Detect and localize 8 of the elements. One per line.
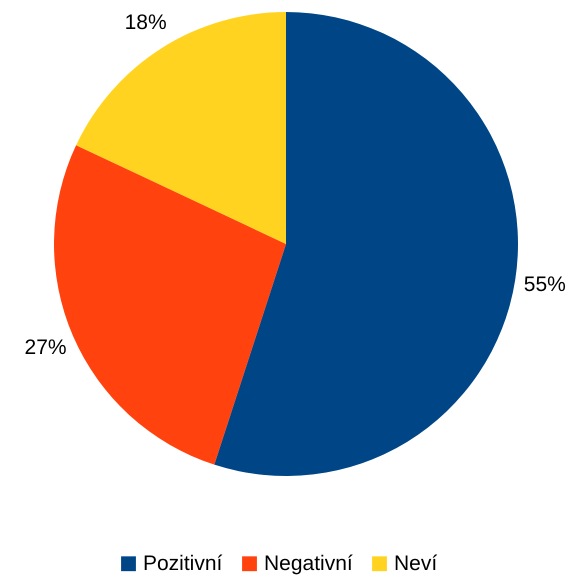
data-label: 18% [124,10,167,34]
data-label: 55% [524,272,566,296]
legend-label: Negativní [264,552,353,575]
legend-label: Neví [394,552,438,575]
pie-slice [76,12,286,244]
legend-label: Pozitivní [143,552,223,575]
data-label: 27% [24,336,67,360]
pie-slice [214,12,518,476]
